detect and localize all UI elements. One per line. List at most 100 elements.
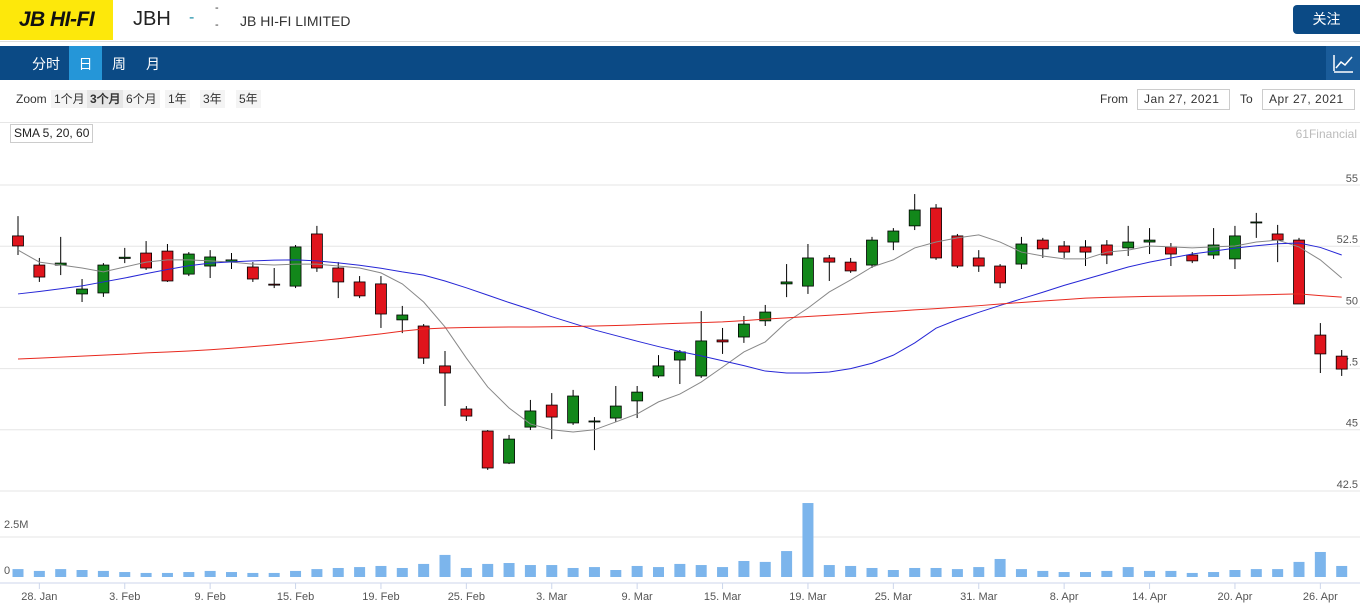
candle-body — [609, 405, 622, 419]
candle-body — [951, 235, 964, 267]
candle-body — [182, 253, 195, 275]
volume-bar — [161, 572, 173, 577]
candle-body — [1335, 355, 1348, 370]
tab[interactable]: 日 — [69, 46, 102, 80]
x-tick-label: 19. Feb — [362, 591, 399, 603]
candle-body — [823, 257, 836, 263]
from-input[interactable]: Jan 27, 2021 — [1137, 89, 1230, 110]
zoom-button[interactable]: 3年 — [200, 90, 225, 108]
candle-body — [375, 283, 387, 315]
x-tick-label: 25. Feb — [448, 591, 485, 603]
volume-bar — [1122, 567, 1134, 577]
ticker: JBH — [133, 8, 171, 30]
volume-bar — [12, 569, 24, 577]
candle-body — [887, 230, 900, 243]
volume-bar — [1314, 551, 1326, 577]
volume-bar — [76, 570, 88, 577]
candle-body — [332, 267, 345, 283]
volume-bar — [55, 569, 67, 577]
candle-body — [76, 288, 88, 295]
candle-body — [780, 281, 793, 285]
to-input[interactable]: Apr 27, 2021 — [1262, 89, 1355, 110]
volume-bar — [610, 570, 622, 577]
volume-bar — [268, 572, 280, 577]
x-tick-label: 26. Apr — [1303, 591, 1338, 603]
x-tick-label: 31. Mar — [960, 591, 998, 603]
x-tick-label: 20. Apr — [1218, 591, 1253, 603]
candle-body — [738, 323, 750, 338]
candle-body — [140, 252, 153, 269]
volume-bar — [354, 567, 366, 577]
volume-bar — [1144, 570, 1156, 577]
volume-bar — [909, 567, 921, 577]
chart-type-button[interactable] — [1326, 46, 1360, 80]
candle-body — [972, 257, 985, 267]
candle-body — [1058, 245, 1071, 253]
volume-bar — [503, 563, 515, 577]
candle-body — [1314, 334, 1327, 355]
candle-body — [33, 264, 46, 278]
volume-bar — [588, 567, 600, 577]
volume-bar — [204, 570, 216, 577]
volume-tick-label: 2.5M — [4, 519, 28, 531]
volume-bar — [226, 572, 237, 577]
y-tick-label: 55 — [1346, 173, 1358, 185]
zoom-button[interactable]: 6个月 — [123, 90, 160, 108]
volume-bar — [1058, 572, 1070, 577]
indicator-label: SMA 5, 20, 60 — [10, 124, 94, 143]
candle-body — [695, 340, 708, 377]
volume-bar — [33, 570, 45, 577]
zoom-button[interactable]: 5年 — [236, 90, 261, 108]
candle-body — [481, 430, 494, 469]
volume-bar — [738, 560, 750, 577]
candle-body — [225, 259, 238, 263]
x-tick-label: 9. Feb — [195, 591, 226, 603]
x-tick-label: 8. Apr — [1050, 591, 1079, 603]
volume-bar — [717, 567, 729, 577]
to-label: To — [1240, 92, 1253, 106]
volume-bar — [290, 570, 302, 577]
tab[interactable]: 月 — [146, 56, 160, 72]
volume-bar — [524, 565, 536, 577]
volume-bar — [845, 565, 857, 577]
candle-body — [204, 256, 217, 267]
x-tick-label: 15. Feb — [277, 591, 314, 603]
candle-body — [1250, 221, 1263, 224]
candle-body — [1165, 246, 1177, 255]
zoom-button[interactable]: 1年 — [165, 90, 190, 108]
volume-bar — [930, 567, 942, 577]
icon — [1333, 55, 1353, 73]
x-tick-label: 19. Mar — [789, 591, 827, 603]
company-name: JB HI-FI LIMITED — [240, 13, 351, 29]
volume-bar — [482, 563, 494, 577]
divider — [0, 122, 1360, 123]
candle-body — [1122, 241, 1135, 249]
tab[interactable]: 分时 — [32, 56, 60, 72]
candle-body — [652, 365, 665, 377]
volume-bar — [97, 570, 109, 577]
x-tick-label: 28. Jan — [21, 591, 57, 603]
tab[interactable]: 周 — [112, 56, 126, 72]
y-tick-label: 42.5 — [1337, 479, 1358, 491]
candle-body — [524, 410, 537, 428]
candle-body — [396, 314, 409, 321]
candle-body — [908, 209, 921, 227]
volume-bar — [567, 567, 579, 577]
x-tick-label: 3. Mar — [536, 591, 568, 603]
candle-body — [460, 408, 473, 417]
candle-body — [930, 207, 942, 259]
volume-bar — [759, 561, 771, 577]
zoom-button[interactable]: 3个月 — [87, 90, 124, 108]
follow-button[interactable]: 关注 — [1293, 5, 1360, 34]
volume-bar — [1272, 569, 1284, 577]
candle-body — [1186, 254, 1199, 262]
candle-body — [1207, 244, 1220, 256]
y-tick-label: 47.5 — [1337, 357, 1358, 369]
zoom-button[interactable]: 1个月 — [51, 90, 88, 108]
volume-bar — [1208, 572, 1220, 577]
volume-bar — [247, 572, 259, 577]
zoom-label: Zoom — [16, 92, 47, 106]
volume-bar — [653, 567, 664, 577]
candle-body — [673, 351, 686, 361]
volume-bar — [1293, 561, 1305, 577]
